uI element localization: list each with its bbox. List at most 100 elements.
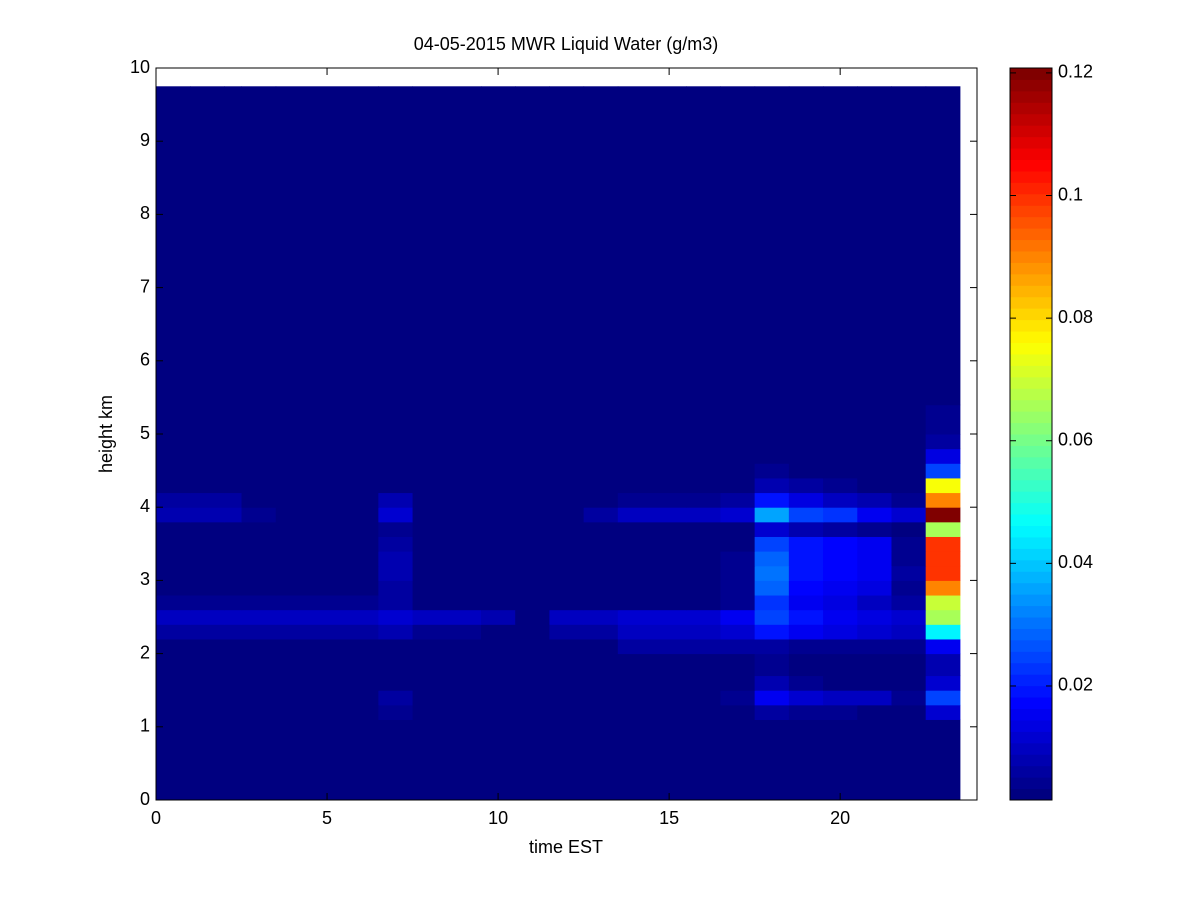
y-tick-label: 5	[140, 423, 150, 443]
cell	[549, 719, 585, 801]
colorbar-step	[1010, 68, 1052, 80]
cell	[754, 492, 790, 508]
cell	[788, 492, 824, 508]
cell	[857, 551, 892, 567]
colorbar-step	[1010, 605, 1052, 618]
cell	[720, 521, 756, 537]
cell	[686, 719, 721, 801]
cell	[583, 675, 619, 691]
y-tick-label: 2	[140, 642, 150, 662]
colorbar-step	[1010, 239, 1052, 252]
cell	[720, 536, 756, 552]
cell	[515, 704, 550, 720]
cell	[241, 434, 277, 450]
cell	[617, 565, 687, 581]
colorbar-step	[1010, 422, 1052, 435]
cell	[275, 463, 379, 479]
cell	[891, 609, 927, 625]
cell	[686, 704, 721, 720]
cell	[515, 690, 550, 706]
cell	[241, 690, 277, 706]
y-tick-label: 6	[140, 350, 150, 370]
cell	[823, 609, 858, 625]
cell	[925, 704, 961, 720]
cell	[788, 507, 824, 523]
cell	[617, 638, 687, 655]
colorbar-step	[1010, 376, 1052, 389]
cell	[224, 507, 243, 523]
cell	[224, 580, 243, 596]
colorbar-step	[1010, 170, 1052, 183]
cell	[549, 477, 585, 494]
colorbar-step	[1010, 491, 1052, 504]
cell	[583, 477, 619, 494]
cell	[224, 653, 243, 677]
cell	[857, 638, 892, 655]
cell	[156, 704, 191, 720]
cell	[275, 624, 379, 640]
cell	[378, 463, 414, 479]
cell	[224, 551, 243, 567]
cell	[857, 609, 892, 625]
cell	[275, 536, 379, 552]
cell	[412, 507, 482, 523]
cell	[686, 492, 721, 508]
cell	[720, 609, 756, 625]
cell	[549, 653, 585, 677]
cell	[156, 477, 191, 494]
cell	[686, 477, 721, 494]
y-tick-label: 10	[130, 57, 150, 77]
cell	[788, 477, 824, 494]
cell	[224, 638, 243, 655]
cell	[754, 477, 790, 494]
colorbar-step	[1010, 662, 1052, 675]
colorbar-step	[1010, 685, 1052, 698]
cell	[891, 719, 927, 801]
cell	[378, 536, 414, 552]
colorbar-step	[1010, 617, 1052, 629]
cell	[754, 448, 790, 464]
cell	[823, 86, 858, 406]
cell	[925, 638, 961, 655]
cell	[378, 624, 414, 640]
cell	[583, 521, 619, 537]
cell	[823, 565, 858, 581]
cell	[891, 492, 927, 508]
colorbar	[1010, 68, 1052, 801]
cell	[275, 719, 379, 801]
cell	[480, 580, 516, 596]
cell	[412, 404, 482, 435]
cell	[754, 719, 790, 801]
cell	[378, 675, 414, 691]
cell	[686, 690, 721, 706]
cell	[754, 86, 790, 406]
y-tick-label: 0	[140, 789, 150, 809]
cell	[617, 609, 687, 625]
cell	[754, 690, 790, 706]
cell	[378, 551, 414, 567]
cell	[224, 675, 243, 691]
cell	[378, 477, 414, 494]
colorbar-step	[1010, 90, 1052, 103]
cell	[480, 434, 516, 450]
cell	[480, 507, 516, 523]
cell	[156, 507, 191, 523]
cell	[720, 675, 756, 691]
cell	[156, 521, 191, 537]
cell	[515, 638, 550, 655]
cell	[788, 675, 824, 691]
cell	[925, 86, 961, 406]
cell	[754, 551, 790, 567]
colorbar-frame	[1009, 67, 1053, 801]
x-tick-label: 5	[322, 808, 332, 828]
cell	[224, 448, 243, 464]
cell	[925, 675, 961, 691]
cell	[241, 580, 277, 596]
cell	[823, 624, 858, 640]
cell	[480, 638, 516, 655]
cell	[549, 492, 585, 508]
cell	[925, 536, 961, 552]
colorbar-step	[1010, 445, 1052, 458]
